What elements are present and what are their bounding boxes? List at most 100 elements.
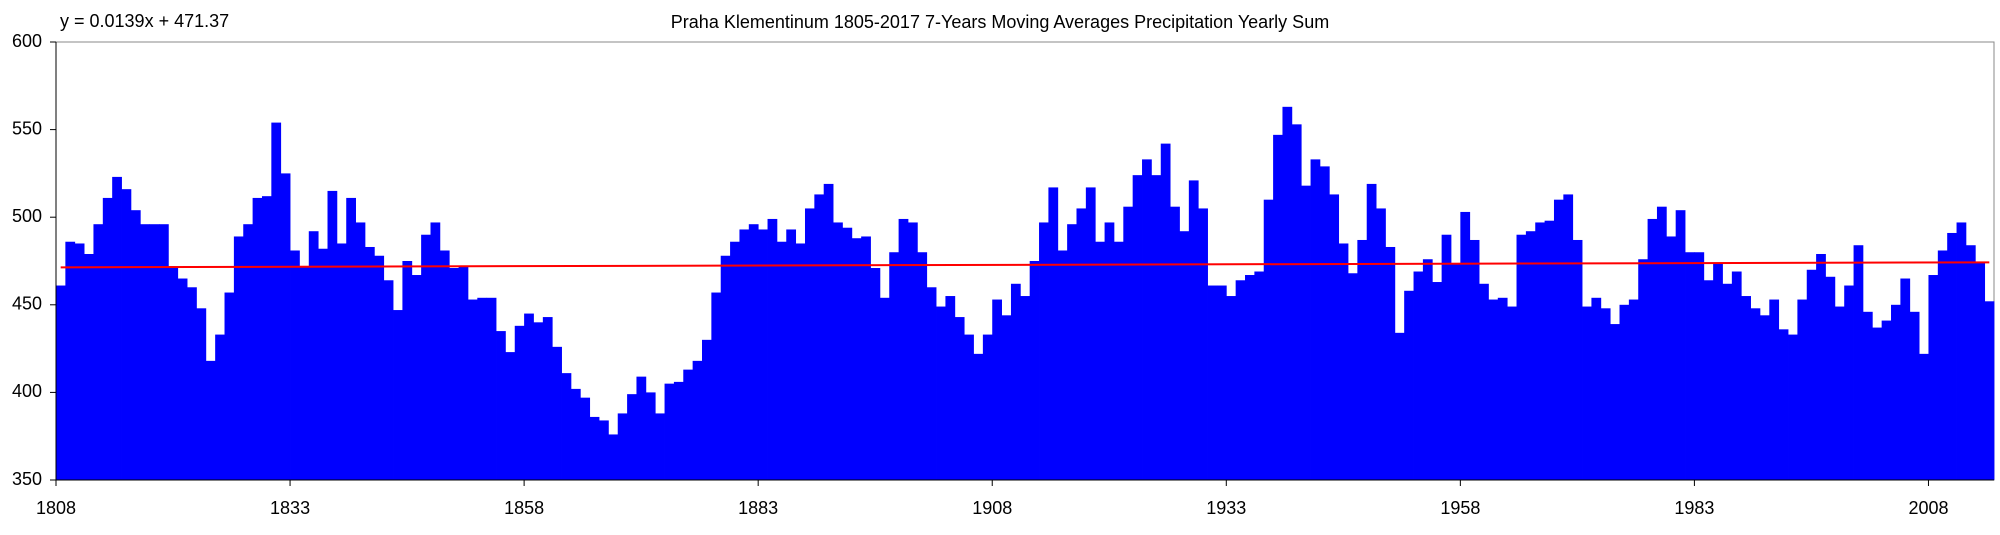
bar xyxy=(617,413,628,480)
bar xyxy=(1516,234,1527,480)
bar xyxy=(720,255,731,480)
bar xyxy=(1956,222,1967,480)
bar xyxy=(1937,250,1948,480)
bar xyxy=(299,266,310,480)
x-tick-label: 1983 xyxy=(1674,498,1714,518)
y-tick-label: 500 xyxy=(12,206,42,226)
bar xyxy=(1291,124,1302,481)
bar xyxy=(215,334,225,480)
bar xyxy=(1142,159,1152,480)
bar xyxy=(936,306,946,480)
bar xyxy=(393,310,403,480)
bar xyxy=(1628,299,1639,480)
bar xyxy=(580,397,591,480)
bar xyxy=(1535,222,1546,480)
bar xyxy=(187,287,197,480)
bar xyxy=(1010,283,1021,480)
bar xyxy=(1282,106,1293,480)
bar xyxy=(1788,334,1798,480)
bar xyxy=(196,308,207,480)
trend-equation: y = 0.0139x + 471.37 xyxy=(60,11,229,31)
bar xyxy=(130,210,141,480)
bar xyxy=(1731,271,1742,480)
bar xyxy=(1460,211,1471,480)
bar xyxy=(1525,231,1536,480)
bar xyxy=(1113,241,1124,480)
bar xyxy=(1638,259,1648,480)
trend-line xyxy=(60,261,1990,269)
bar xyxy=(1553,199,1564,480)
bar xyxy=(1685,252,1695,480)
bar xyxy=(992,299,1002,480)
bar xyxy=(158,224,169,480)
bar xyxy=(786,229,797,480)
bar xyxy=(1862,311,1873,480)
bar xyxy=(804,208,815,480)
bar xyxy=(505,352,516,480)
bar xyxy=(1834,306,1845,480)
bar xyxy=(1394,332,1405,480)
bar xyxy=(364,246,375,480)
bar xyxy=(748,224,759,480)
bar xyxy=(1825,276,1836,480)
bar xyxy=(318,248,328,480)
bar xyxy=(1235,280,1246,480)
bar xyxy=(1619,304,1630,480)
bar xyxy=(1188,180,1199,480)
x-tick-label: 1958 xyxy=(1440,498,1480,518)
bar xyxy=(280,173,291,480)
bar xyxy=(1273,134,1283,480)
bar xyxy=(1750,308,1761,480)
bar xyxy=(533,322,544,480)
bar xyxy=(308,231,319,480)
bar xyxy=(93,224,104,480)
bar xyxy=(982,334,993,480)
bar xyxy=(1170,206,1180,481)
bar xyxy=(140,224,151,480)
bar xyxy=(842,227,853,480)
bar xyxy=(1216,285,1227,480)
bar xyxy=(1179,231,1190,480)
bar xyxy=(1891,304,1901,480)
bar xyxy=(1039,222,1049,480)
bar xyxy=(954,317,965,480)
bar xyxy=(683,369,694,480)
bar xyxy=(224,292,235,480)
bar xyxy=(1919,353,1929,480)
bar xyxy=(74,243,85,480)
bar xyxy=(1301,185,1311,480)
bar xyxy=(177,278,188,480)
bar xyxy=(56,285,66,480)
bar xyxy=(149,224,160,480)
bar xyxy=(243,224,254,480)
bar xyxy=(458,266,469,480)
bar xyxy=(1123,206,1134,481)
bar xyxy=(1479,283,1489,480)
bar xyxy=(945,296,956,480)
bar xyxy=(1797,299,1808,480)
bar xyxy=(1647,218,1658,480)
bar xyxy=(290,250,300,480)
bar xyxy=(907,222,918,480)
bar xyxy=(542,317,553,480)
bar xyxy=(1329,194,1340,480)
bar xyxy=(1816,253,1826,480)
bar xyxy=(1076,208,1087,480)
bar xyxy=(1844,285,1854,480)
bar xyxy=(524,313,534,480)
bar xyxy=(1348,273,1358,480)
bar xyxy=(851,238,862,480)
bar xyxy=(355,222,366,480)
bar xyxy=(1872,327,1883,480)
x-tick-label: 1908 xyxy=(972,498,1012,518)
y-tick-label: 400 xyxy=(12,381,42,401)
bar xyxy=(1853,245,1864,480)
bar xyxy=(1703,280,1714,480)
bar xyxy=(964,334,974,480)
bar xyxy=(917,252,928,480)
bar xyxy=(879,297,890,480)
bar xyxy=(383,280,394,480)
bar xyxy=(1048,187,1059,480)
bar xyxy=(1151,175,1162,481)
